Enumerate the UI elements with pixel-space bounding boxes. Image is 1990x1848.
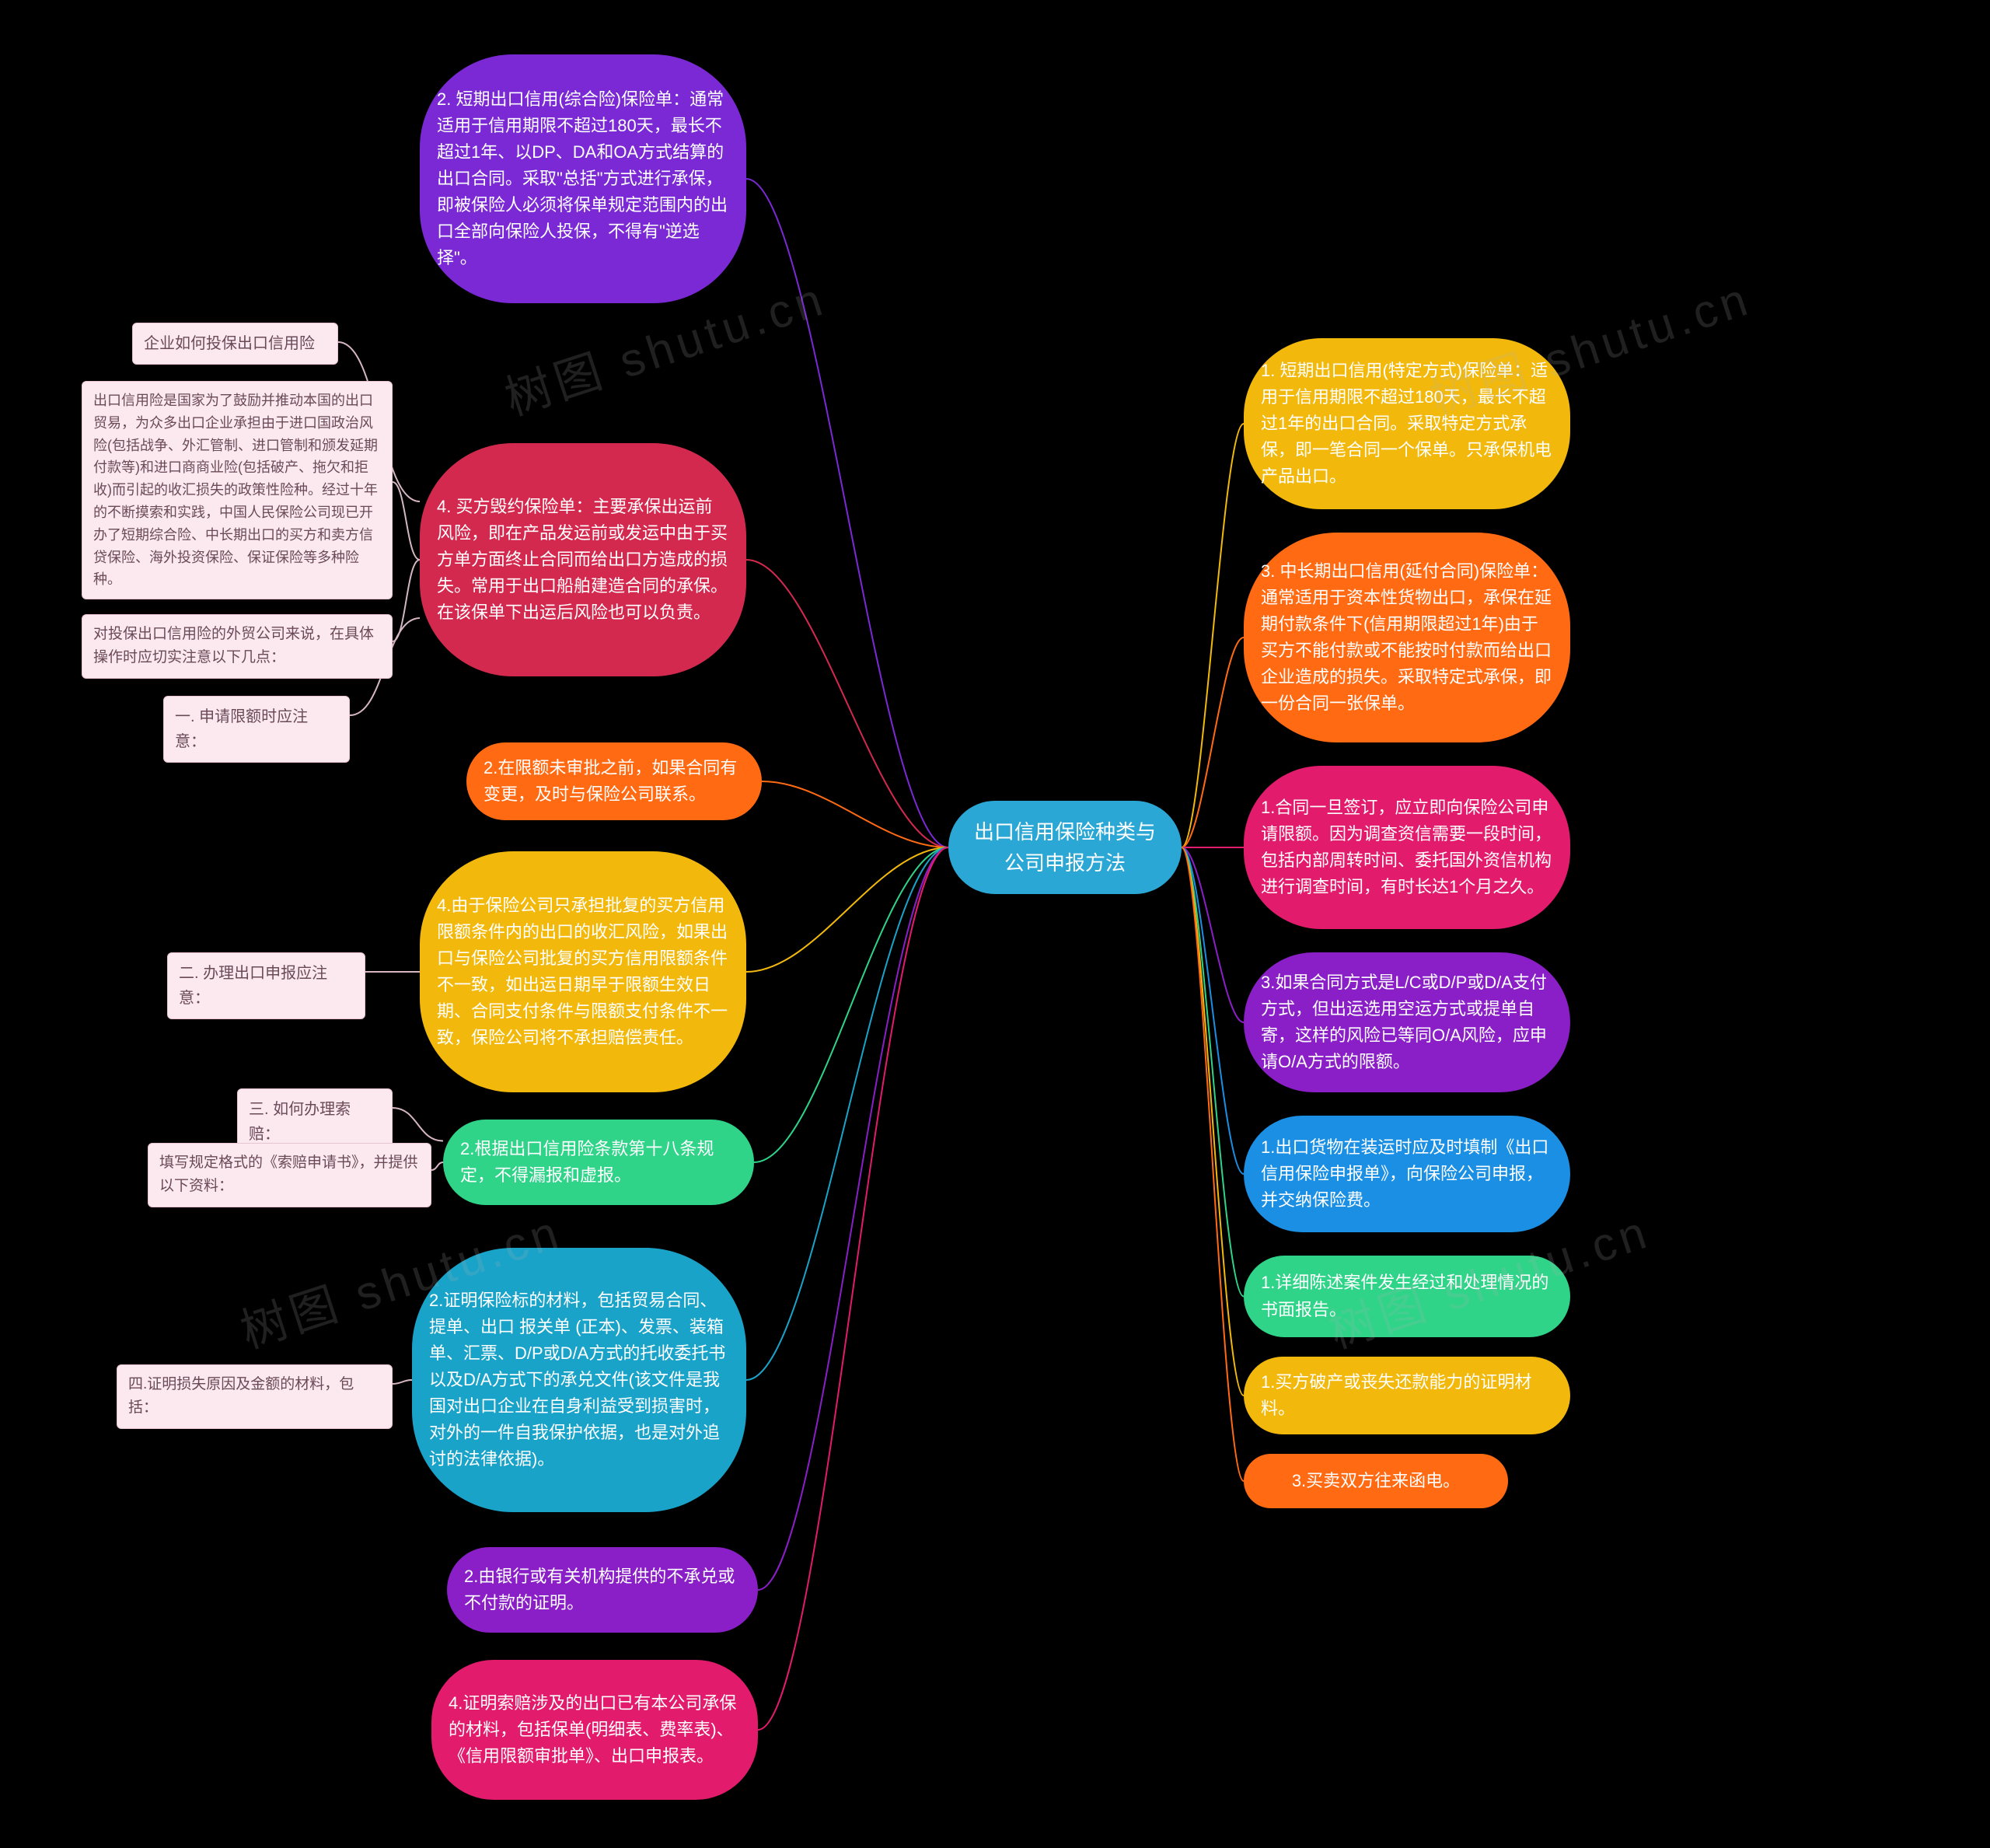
side-note: 二. 办理出口申报应注意： (167, 952, 365, 1019)
node-text: 1.出口货物在装运时应及时填制《出口信用保险申报单》，向保险公司申报，并交纳保险… (1261, 1134, 1553, 1214)
branch-node[interactable]: 2.由银行或有关机构提供的不承兑或不付款的证明。 (447, 1547, 758, 1633)
link-path (393, 1108, 443, 1141)
side-note: 一. 申请限额时应注意： (163, 696, 350, 763)
center-node[interactable]: 出口信用保险种类与公司申报方法 (948, 801, 1182, 894)
branch-node[interactable]: 1.出口货物在装运时应及时填制《出口信用保险申报单》，向保险公司申报，并交纳保险… (1244, 1116, 1570, 1232)
node-text: 2.在限额未审批之前，如果合同有变更，及时与保险公司联系。 (484, 755, 745, 808)
mindmap-stage: 出口信用保险种类与公司申报方法 2. 短期出口信用(综合险)保险单：通常适用于信用… (0, 0, 1990, 1848)
link-path (758, 847, 948, 1730)
side-note: 出口信用险是国家为了鼓励并推动本国的出口贸易，为众多出口企业承担由于进口国政治风… (82, 381, 393, 599)
side-note: 对投保出口信用险的外贸公司来说，在具体操作时应切实注意以下几点： (82, 614, 393, 679)
node-text: 3.买卖双方往来函电。 (1292, 1468, 1460, 1494)
branch-node[interactable]: 2. 短期出口信用(综合险)保险单：通常适用于信用期限不超过180天，最长不超过… (420, 54, 746, 303)
link-path (393, 482, 420, 560)
link-path (746, 847, 948, 972)
node-text: 2.由银行或有关机构提供的不承兑或不付款的证明。 (464, 1563, 741, 1616)
node-text: 3. 中长期出口信用(延付合同)保险单：通常适用于资本性货物出口，承保在延期付款… (1261, 558, 1553, 718)
link-path (1182, 847, 1244, 1174)
branch-node[interactable]: 2.证明保险标的材料，包括贸易合同、提单、出口 报关单 (正本)、发票、装箱单、… (412, 1248, 746, 1512)
branch-node[interactable]: 1. 短期出口信用(特定方式)保险单：适用于信用期限不超过180天，最长不超过1… (1244, 338, 1570, 509)
node-text: 4. 买方毁约保险单：主要承保出运前风险，即在产品发运前或发运中由于买方单方面终… (437, 494, 729, 626)
link-path (1182, 424, 1244, 847)
side-note: 企业如何投保出口信用险 (132, 323, 338, 365)
link-path (754, 847, 948, 1162)
node-text: 1.详细陈述案件发生经过和处理情况的书面报告。 (1261, 1270, 1553, 1322)
branch-node[interactable]: 3. 中长期出口信用(延付合同)保险单：通常适用于资本性货物出口，承保在延期付款… (1244, 533, 1570, 742)
link-path (746, 847, 948, 1380)
link-path (758, 847, 948, 1590)
branch-node[interactable]: 4.证明索赔涉及的出口已有本公司承保的材料，包括保单(明细表、费率表)、《信用限… (431, 1660, 758, 1800)
branch-node[interactable]: 4. 买方毁约保险单：主要承保出运前风险，即在产品发运前或发运中由于买方单方面终… (420, 443, 746, 676)
branch-node[interactable]: 3.买卖双方往来函电。 (1244, 1454, 1508, 1508)
node-text: 1.买方破产或丧失还款能力的证明材料。 (1261, 1369, 1553, 1422)
node-text: 1. 短期出口信用(特定方式)保险单：适用于信用期限不超过180天，最长不超过1… (1261, 358, 1553, 490)
branch-node[interactable]: 1.详细陈述案件发生经过和处理情况的书面报告。 (1244, 1256, 1570, 1337)
node-text: 4.由于保险公司只承担批复的买方信用限额条件内的出口的收汇风险，如果出口与保险公… (437, 893, 729, 1052)
link-path (1182, 847, 1244, 1022)
node-text: 1.合同一旦签订，应立即向保险公司申请限额。因为调查资信需要一段时间，包括内部周… (1261, 795, 1553, 900)
branch-node[interactable]: 2.在限额未审批之前，如果合同有变更，及时与保险公司联系。 (466, 742, 762, 820)
node-text: 出口信用保险种类与公司申报方法 (965, 816, 1164, 879)
link-path (746, 560, 948, 847)
link-path (393, 1380, 412, 1384)
link-path (1182, 847, 1244, 1297)
node-text: 3.如果合同方式是L/C或D/P或D/A支付方式，但出运选用空运方式或提单自寄，… (1261, 969, 1553, 1075)
link-path (393, 560, 420, 641)
branch-node[interactable]: 1.合同一旦签订，应立即向保险公司申请限额。因为调查资信需要一段时间，包括内部周… (1244, 766, 1570, 929)
link-path (1182, 638, 1244, 847)
branch-node[interactable]: 1.买方破产或丧失还款能力的证明材料。 (1244, 1357, 1570, 1434)
node-text: 4.证明索赔涉及的出口已有本公司承保的材料，包括保单(明细表、费率表)、《信用限… (449, 1690, 741, 1769)
node-text: 2.根据出口信用险条款第十八条规定，不得漏报和虚报。 (460, 1136, 737, 1189)
node-text: 2. 短期出口信用(综合险)保险单：通常适用于信用期限不超过180天，最长不超过… (437, 86, 729, 272)
side-note: 填写规定格式的《索赔申请书》，并提供以下资料： (148, 1143, 431, 1207)
node-text: 2.证明保险标的材料，包括贸易合同、提单、出口 报关单 (正本)、发票、装箱单、… (429, 1287, 729, 1473)
side-note: 四.证明损失原因及金额的材料，包括： (117, 1364, 393, 1429)
link-path (431, 1162, 443, 1170)
link-path (746, 179, 948, 847)
branch-node[interactable]: 2.根据出口信用险条款第十八条规定，不得漏报和虚报。 (443, 1120, 754, 1205)
branch-node[interactable]: 4.由于保险公司只承担批复的买方信用限额条件内的出口的收汇风险，如果出口与保险公… (420, 851, 746, 1092)
link-path (1182, 847, 1244, 1481)
link-path (1182, 847, 1244, 1396)
links-layer (0, 0, 1990, 1848)
link-path (762, 781, 948, 847)
branch-node[interactable]: 3.如果合同方式是L/C或D/P或D/A支付方式，但出运选用空运方式或提单自寄，… (1244, 952, 1570, 1092)
